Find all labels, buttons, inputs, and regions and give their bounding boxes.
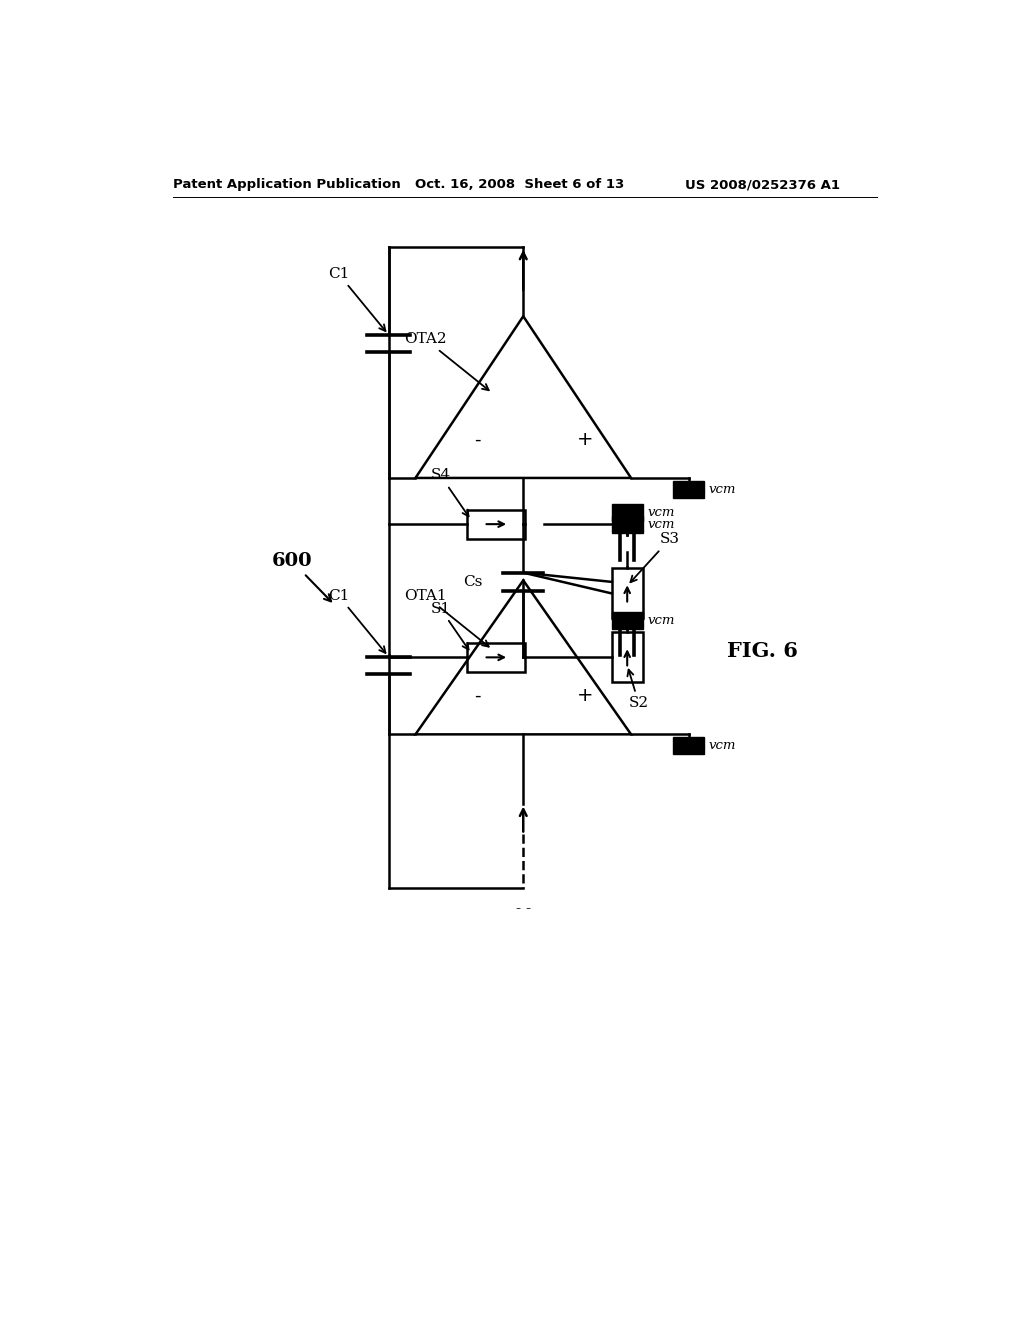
Text: C1: C1: [328, 589, 385, 653]
Bar: [467, 643, 525, 672]
Text: OTA2: OTA2: [403, 333, 488, 391]
Text: - -: - -: [516, 903, 530, 916]
Bar: [611, 612, 643, 630]
Text: 600: 600: [272, 553, 331, 602]
Text: -: -: [474, 430, 480, 449]
Text: US 2008/0252376 A1: US 2008/0252376 A1: [685, 178, 840, 191]
Bar: [611, 569, 643, 619]
Bar: [467, 510, 525, 539]
Text: FIG. 6: FIG. 6: [726, 642, 798, 661]
Text: vcm: vcm: [709, 739, 736, 752]
Text: vcm: vcm: [647, 614, 675, 627]
Text: vcm: vcm: [709, 483, 736, 496]
Text: +: +: [577, 430, 593, 449]
Text: -: -: [474, 686, 480, 705]
Bar: [611, 632, 643, 682]
Text: S2: S2: [628, 669, 649, 710]
Text: C1: C1: [328, 267, 385, 331]
Text: +: +: [577, 686, 593, 705]
Text: S1: S1: [430, 602, 469, 649]
Bar: [611, 516, 643, 533]
Text: Cs: Cs: [464, 576, 483, 589]
Bar: [611, 504, 643, 521]
Bar: [674, 738, 705, 755]
Text: vcm: vcm: [647, 519, 675, 532]
Text: OTA1: OTA1: [403, 589, 488, 647]
Text: Patent Application Publication: Patent Application Publication: [173, 178, 400, 191]
Text: Oct. 16, 2008  Sheet 6 of 13: Oct. 16, 2008 Sheet 6 of 13: [416, 178, 625, 191]
Bar: [674, 480, 705, 498]
Text: vcm: vcm: [647, 506, 675, 519]
Text: S4: S4: [430, 469, 469, 516]
Text: S3: S3: [631, 532, 680, 582]
